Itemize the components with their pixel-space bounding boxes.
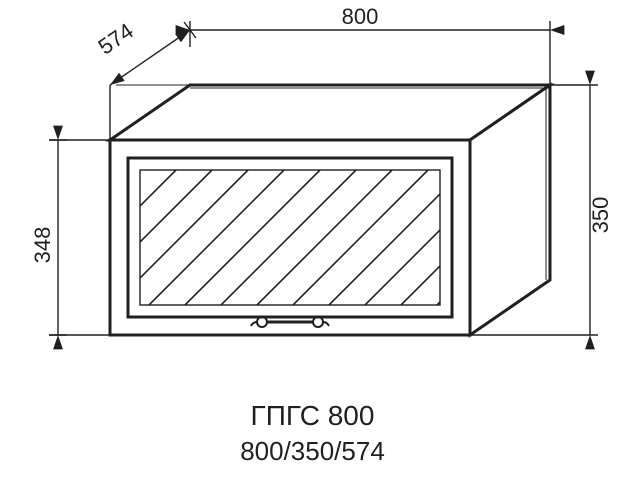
product-subtitle: 800/350/574: [0, 436, 625, 467]
product-title: ГПГС 800: [0, 400, 625, 432]
svg-text:800: 800: [342, 4, 379, 29]
svg-text:348: 348: [30, 227, 55, 264]
svg-text:574: 574: [94, 18, 138, 59]
svg-text:350: 350: [588, 197, 613, 234]
